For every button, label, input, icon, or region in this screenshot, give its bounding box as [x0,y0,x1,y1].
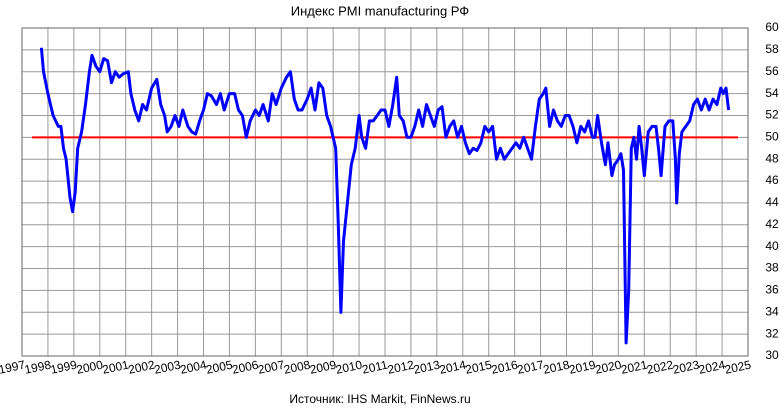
x-tick-label: 2002 [127,358,156,377]
x-tick-label: 2000 [75,358,104,377]
y-tick-label: 48 [765,151,779,165]
y-tick-label: 30 [765,348,779,362]
data-line [39,47,731,345]
x-tick-label: 1997 [0,358,27,377]
x-tick-label: 2014 [438,358,467,377]
x-tick-label: 2024 [697,358,726,377]
chart-title: Индекс PMI manufacturing РФ [291,3,470,18]
x-tick-label: 2005 [205,358,234,377]
x-tick-label: 2011 [361,358,389,377]
x-tick-label: 1999 [49,358,78,377]
x-tick-label: 2019 [568,358,597,377]
plot-frame [21,27,749,357]
y-tick-label: 60 [765,20,779,34]
y-tick-label: 50 [765,130,779,144]
y-tick-label: 40 [765,239,779,253]
x-tick-label: 2025 [723,358,752,377]
y-tick-label: 54 [765,86,779,100]
x-tick-label: 2008 [283,358,312,377]
x-tick-label: 2017 [516,358,545,377]
x-tick-label: 2007 [257,358,286,377]
x-tick-label: 2006 [231,358,260,377]
y-tick-label: 32 [765,326,779,340]
x-tick-label: 2009 [308,358,337,377]
x-tick-label: 2016 [490,358,519,377]
y-tick-label: 58 [765,42,779,56]
x-tick-label: 2020 [594,358,623,377]
x-tick-label: 2003 [153,358,182,377]
x-tick-label: 2004 [179,358,208,377]
y-tick-label: 36 [765,283,779,297]
x-tick-label: 1998 [23,358,52,377]
y-tick-label: 38 [765,261,779,275]
y-tick-label: 42 [765,217,779,231]
x-tick-label: 2022 [646,358,675,377]
x-tick-label: 2023 [671,358,700,377]
y-tick-label: 56 [765,64,779,78]
y-tick-label: 34 [765,304,779,318]
x-tick-label: 2015 [464,358,493,377]
x-tick-label: 2018 [542,358,571,377]
x-tick-label: 2021 [620,358,649,377]
y-tick-label: 52 [765,108,779,122]
x-tick-label: 2012 [386,358,415,377]
x-tick-label: 2010 [334,358,363,377]
x-tick-label: 2013 [412,358,441,377]
y-tick-label: 44 [765,195,779,209]
y-tick-label: 46 [765,173,779,187]
source: Источник: IHS Markit, FinNews.ru [289,392,470,406]
x-tick-label: 2001 [101,358,130,377]
